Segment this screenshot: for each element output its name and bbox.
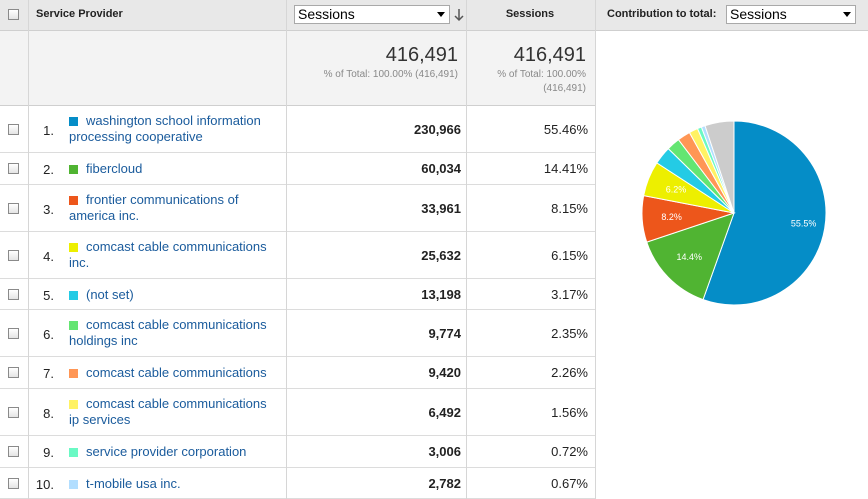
- pie-slice-label: 8.2%: [661, 212, 682, 222]
- pie-slice-label: 55.5%: [791, 219, 817, 229]
- row-percent: 2.35%: [551, 326, 588, 341]
- total-sessions-value: 416,491: [385, 44, 458, 66]
- row-percent: 6.15%: [551, 248, 588, 263]
- row-checkbox[interactable]: [8, 478, 19, 489]
- row-color-swatch: [69, 291, 78, 300]
- metric-selector-value: Sessions: [298, 6, 355, 22]
- pie-slice: [702, 120, 827, 306]
- row-percent: 55.46%: [543, 122, 588, 137]
- row-color-swatch: [69, 321, 78, 330]
- metric-selector[interactable]: Sessions: [294, 5, 450, 24]
- row-rank: 2.: [43, 162, 54, 177]
- contribution-pie-chart: 55.5% 14.4% 8.2% 6.2%: [641, 120, 827, 306]
- select-all-checkbox[interactable]: [8, 9, 19, 20]
- row-checkbox[interactable]: [8, 446, 19, 457]
- row-provider-link[interactable]: comcast cable communications: [86, 365, 267, 380]
- table-row: 8. comcast cable communications ip servi…: [0, 389, 596, 436]
- column-divider: [28, 0, 29, 499]
- row-checkbox[interactable]: [8, 250, 19, 261]
- row-checkbox[interactable]: [8, 203, 19, 214]
- row-color-swatch: [69, 243, 78, 252]
- row-provider-link[interactable]: service provider corporation: [86, 444, 247, 459]
- total-sessions-value-2: 416,491: [513, 44, 586, 66]
- row-sessions: 6,492: [428, 405, 461, 420]
- row-color-swatch: [69, 196, 78, 205]
- column-divider: [286, 0, 287, 499]
- table-row: 7. comcast cable communications 9,420 2.…: [0, 357, 596, 389]
- column-divider: [595, 0, 596, 499]
- pie-slice: [646, 212, 735, 301]
- row-checkbox[interactable]: [8, 367, 19, 378]
- row-color-swatch: [69, 117, 78, 126]
- pie-slice-label: 6.2%: [666, 185, 687, 195]
- row-color-swatch: [69, 165, 78, 174]
- row-sessions: 2,782: [428, 476, 461, 491]
- table-row: 4. comcast cable communications inc. 25,…: [0, 232, 596, 279]
- row-rank: 1.: [43, 123, 54, 138]
- row-checkbox[interactable]: [8, 328, 19, 339]
- row-color-swatch: [69, 369, 78, 378]
- row-checkbox[interactable]: [8, 289, 19, 300]
- row-provider-link[interactable]: comcast cable communications holdings in…: [69, 317, 267, 348]
- row-provider-link[interactable]: comcast cable communications ip services: [69, 396, 267, 427]
- row-provider-link[interactable]: washington school information processing…: [69, 113, 261, 144]
- row-sessions: 9,774: [428, 326, 461, 341]
- row-color-swatch: [69, 480, 78, 489]
- column-divider: [466, 0, 467, 499]
- row-rank: 4.: [43, 249, 54, 264]
- row-rank: 9.: [43, 445, 54, 460]
- chevron-down-icon: [843, 12, 851, 17]
- row-sessions: 13,198: [421, 287, 461, 302]
- dimension-header[interactable]: Service Provider: [36, 8, 123, 20]
- row-percent: 0.72%: [551, 444, 588, 459]
- row-percent: 8.15%: [551, 201, 588, 216]
- contribution-selector[interactable]: Sessions: [726, 5, 856, 24]
- table-row: 1. washington school information process…: [0, 106, 596, 153]
- table-row: 10. t-mobile usa inc. 2,782 0.67%: [0, 468, 596, 499]
- pie-slice: [704, 120, 735, 214]
- row-rank: 8.: [43, 406, 54, 421]
- row-provider-link[interactable]: t-mobile usa inc.: [86, 476, 181, 491]
- row-sessions: 25,632: [421, 248, 461, 263]
- row-percent: 1.56%: [551, 405, 588, 420]
- row-percent: 2.26%: [551, 365, 588, 380]
- row-sessions: 230,966: [414, 122, 461, 137]
- row-provider-link[interactable]: comcast cable communications inc.: [69, 239, 267, 270]
- row-provider-link[interactable]: frontier communications of america inc.: [69, 192, 239, 223]
- pie-slice-label: 14.4%: [677, 252, 703, 262]
- sessions-column-header[interactable]: Sessions: [505, 8, 555, 20]
- row-sessions: 60,034: [421, 161, 461, 176]
- row-rank: 3.: [43, 202, 54, 217]
- row-rank: 6.: [43, 327, 54, 342]
- row-provider-link[interactable]: (not set): [86, 287, 134, 302]
- row-checkbox[interactable]: [8, 407, 19, 418]
- row-checkbox[interactable]: [8, 124, 19, 135]
- row-rank: 7.: [43, 366, 54, 381]
- row-percent: 0.67%: [551, 476, 588, 491]
- row-color-swatch: [69, 448, 78, 457]
- row-rank: 5.: [43, 288, 54, 303]
- row-sessions: 33,961: [421, 201, 461, 216]
- table-row: 6. comcast cable communications holdings…: [0, 310, 596, 357]
- table-row: 2. fibercloud 60,034 14.41%: [0, 153, 596, 185]
- total-sessions-note-2a: % of Total: 100.00%: [497, 69, 586, 80]
- total-sessions-note: % of Total: 100.00% (416,491): [323, 69, 458, 80]
- row-color-swatch: [69, 400, 78, 409]
- chevron-down-icon: [437, 12, 445, 17]
- row-percent: 14.41%: [543, 161, 588, 176]
- totals-row: [0, 31, 596, 106]
- table-row: 9. service provider corporation 3,006 0.…: [0, 436, 596, 468]
- contribution-label: Contribution to total:: [607, 8, 717, 20]
- table-row: 5. (not set) 13,198 3.17%: [0, 279, 596, 310]
- total-sessions-note-2b: (416,491): [543, 83, 586, 94]
- contribution-selector-value: Sessions: [730, 6, 787, 22]
- table-row: 3. frontier communications of america in…: [0, 185, 596, 232]
- row-sessions: 9,420: [428, 365, 461, 380]
- row-rank: 10.: [35, 477, 54, 492]
- row-checkbox[interactable]: [8, 163, 19, 174]
- row-percent: 3.17%: [551, 287, 588, 302]
- row-provider-link[interactable]: fibercloud: [86, 161, 143, 176]
- row-sessions: 3,006: [428, 444, 461, 459]
- sort-descending-icon[interactable]: [453, 7, 465, 23]
